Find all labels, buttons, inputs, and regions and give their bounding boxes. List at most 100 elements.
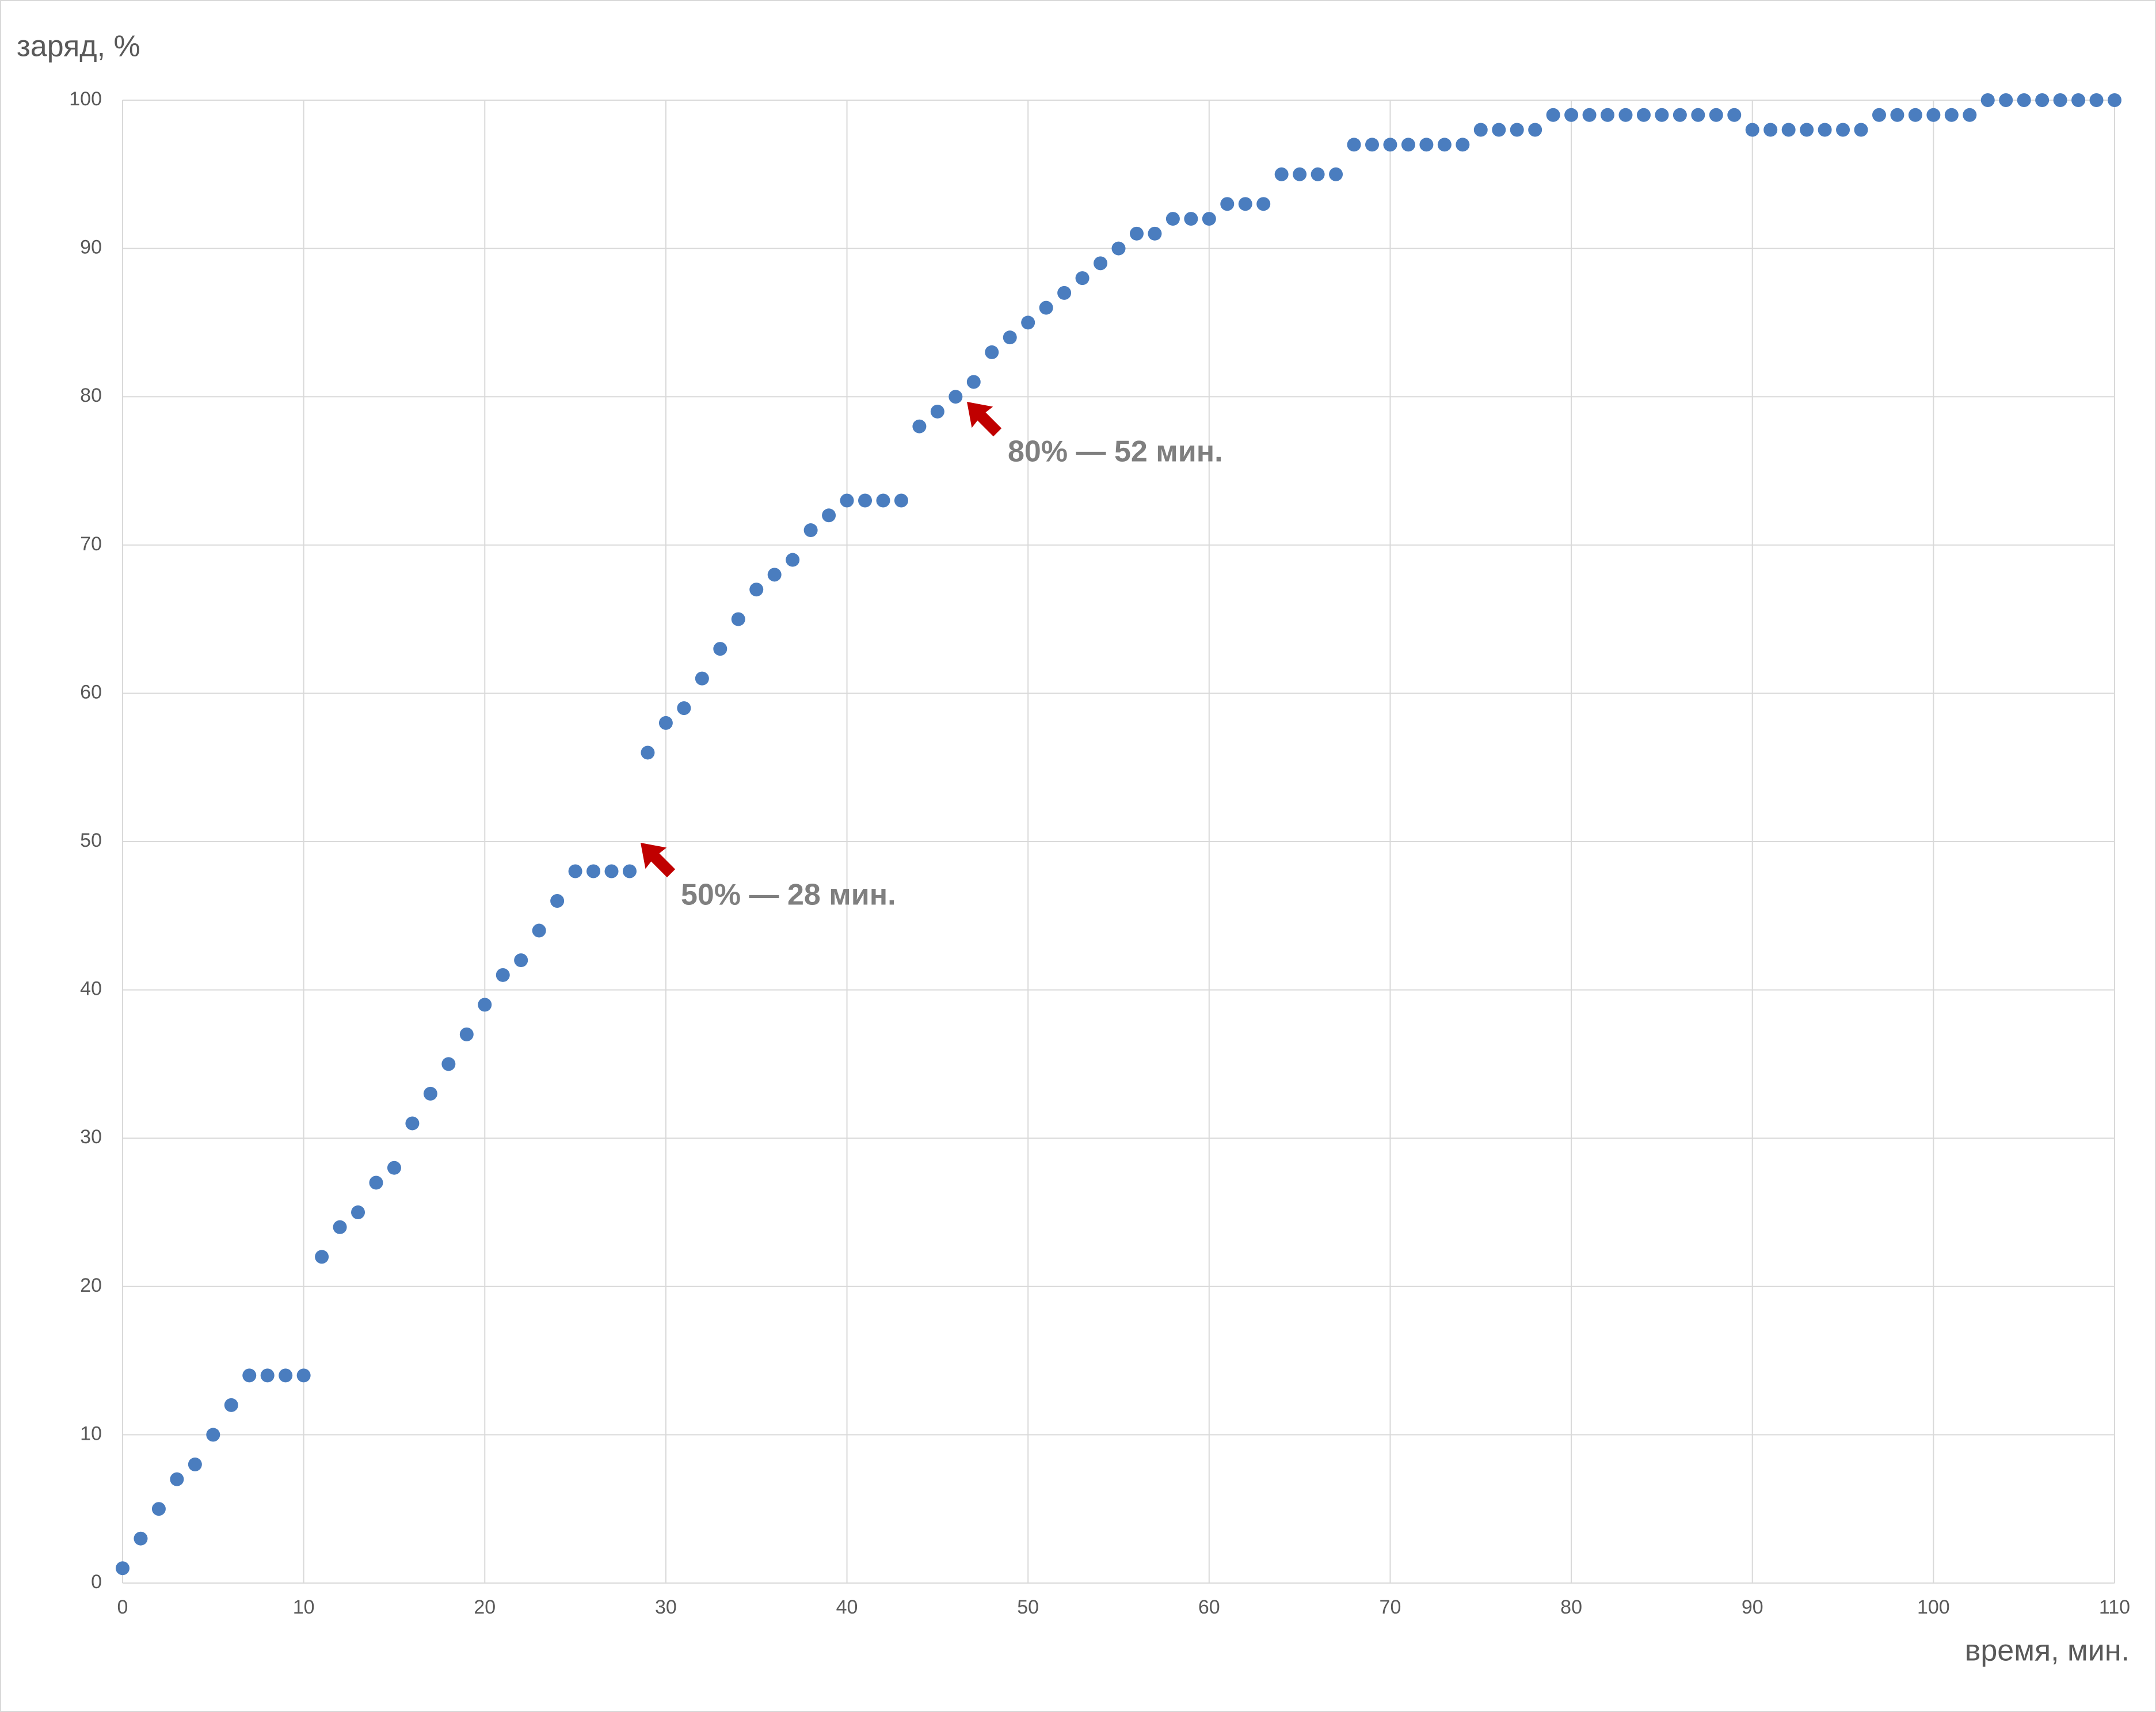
point bbox=[1039, 300, 1053, 315]
point bbox=[1582, 108, 1597, 122]
point bbox=[1365, 138, 1379, 152]
arrow bbox=[641, 843, 676, 878]
x-axis-title: время, мин. bbox=[1965, 1634, 2130, 1668]
point bbox=[333, 1220, 347, 1234]
point bbox=[1546, 108, 1560, 122]
y-tick-label: 30 bbox=[80, 1126, 102, 1148]
point bbox=[1238, 197, 1252, 211]
point bbox=[858, 493, 873, 508]
x-tick-label: 60 bbox=[1198, 1596, 1220, 1618]
point bbox=[1636, 108, 1651, 122]
point bbox=[604, 864, 619, 878]
point bbox=[1781, 123, 1796, 137]
point bbox=[1473, 123, 1488, 137]
point bbox=[1057, 286, 1072, 300]
point bbox=[1329, 167, 1343, 181]
point bbox=[1165, 212, 1180, 226]
point bbox=[206, 1428, 220, 1442]
y-tick-label: 80 bbox=[80, 385, 102, 406]
x-tick-label: 90 bbox=[1742, 1596, 1763, 1618]
point bbox=[641, 745, 655, 760]
point bbox=[1818, 123, 1832, 137]
y-tick-label: 50 bbox=[80, 830, 102, 851]
point bbox=[1800, 123, 1814, 137]
point bbox=[1564, 108, 1579, 122]
point bbox=[1401, 138, 1415, 152]
annotation: 80% — 52 мин. bbox=[1008, 435, 1223, 469]
point bbox=[1836, 123, 1850, 137]
point bbox=[985, 345, 999, 359]
point bbox=[695, 671, 709, 686]
y-tick-label: 40 bbox=[80, 978, 102, 1000]
point bbox=[224, 1398, 238, 1412]
point bbox=[1618, 108, 1633, 122]
point bbox=[1256, 197, 1271, 211]
point bbox=[496, 968, 510, 982]
point bbox=[2053, 93, 2067, 107]
point bbox=[550, 894, 565, 908]
point bbox=[822, 508, 836, 523]
point bbox=[459, 1027, 474, 1041]
point bbox=[2071, 93, 2086, 107]
point bbox=[912, 419, 927, 433]
y-tick-label: 60 bbox=[80, 681, 102, 703]
point bbox=[1437, 138, 1452, 152]
point bbox=[1184, 212, 1198, 226]
point bbox=[315, 1250, 329, 1264]
point bbox=[966, 375, 981, 389]
x-tick-label: 70 bbox=[1380, 1596, 1401, 1618]
point bbox=[1980, 93, 1995, 107]
y-tick-label: 10 bbox=[80, 1422, 102, 1444]
point bbox=[478, 998, 492, 1012]
point bbox=[1727, 108, 1742, 122]
point bbox=[1691, 108, 1705, 122]
point bbox=[786, 553, 800, 567]
point bbox=[677, 701, 691, 716]
point bbox=[1999, 93, 2013, 107]
point bbox=[1129, 226, 1144, 241]
point bbox=[876, 493, 890, 508]
x-tick-label: 20 bbox=[474, 1596, 496, 1618]
point bbox=[1311, 167, 1325, 181]
grid bbox=[122, 100, 2115, 1584]
point bbox=[1274, 167, 1289, 181]
point bbox=[949, 390, 963, 404]
point bbox=[296, 1368, 311, 1383]
point bbox=[1890, 108, 1904, 122]
x-tick-label: 50 bbox=[1017, 1596, 1039, 1618]
point bbox=[930, 404, 944, 419]
arrow bbox=[967, 402, 1002, 437]
x-tick-label: 110 bbox=[2099, 1596, 2130, 1618]
point bbox=[351, 1205, 365, 1219]
point bbox=[1094, 256, 1108, 271]
x-tick-label: 0 bbox=[117, 1596, 128, 1618]
point bbox=[1347, 138, 1361, 152]
point bbox=[1673, 108, 1687, 122]
point bbox=[1854, 123, 1868, 137]
point bbox=[1908, 108, 1922, 122]
point bbox=[423, 1086, 437, 1101]
x-tick-label: 10 bbox=[293, 1596, 315, 1618]
point bbox=[713, 642, 727, 656]
point bbox=[369, 1175, 383, 1190]
point bbox=[1944, 108, 1959, 122]
point bbox=[1492, 123, 1506, 137]
point bbox=[279, 1368, 293, 1383]
point bbox=[1021, 315, 1035, 330]
point bbox=[532, 923, 546, 938]
x-tick-label: 40 bbox=[836, 1596, 858, 1618]
y-tick-label: 70 bbox=[80, 533, 102, 555]
y-axis-title: заряд, % bbox=[17, 30, 140, 63]
point bbox=[1383, 138, 1397, 152]
point bbox=[568, 864, 582, 878]
point bbox=[1926, 108, 1941, 122]
point bbox=[1220, 197, 1235, 211]
point bbox=[1709, 108, 1723, 122]
y-tick-label: 0 bbox=[91, 1571, 102, 1593]
point bbox=[1763, 123, 1778, 137]
point bbox=[840, 493, 854, 508]
point bbox=[1528, 123, 1542, 137]
point bbox=[658, 716, 673, 730]
point bbox=[1510, 123, 1524, 137]
